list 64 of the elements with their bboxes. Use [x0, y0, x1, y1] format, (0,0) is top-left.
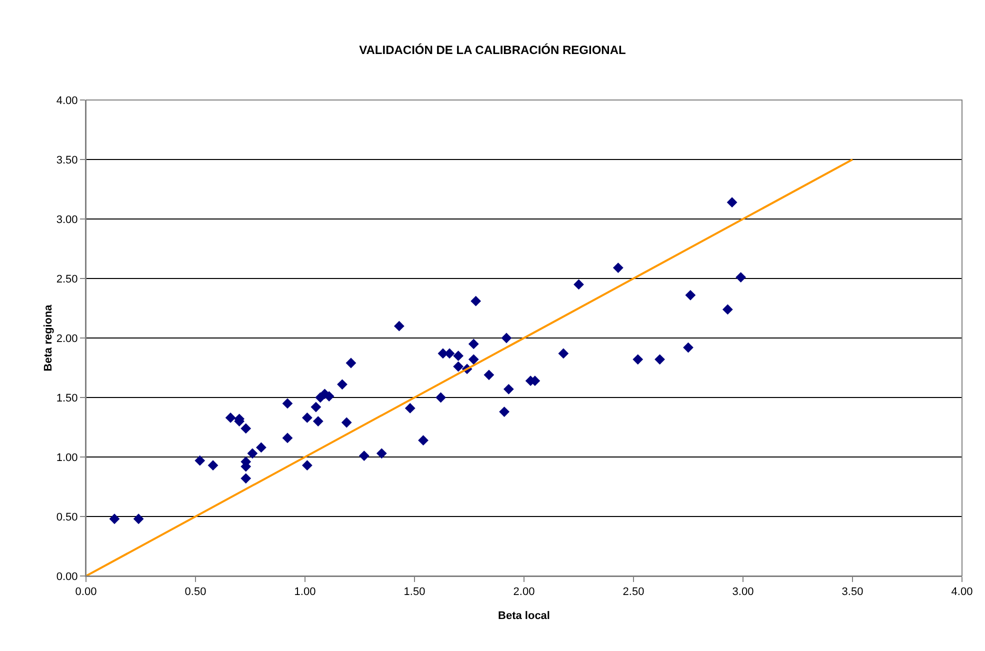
point: [346, 358, 356, 368]
y-axis-title: Beta regiona: [42, 304, 54, 372]
x-tick-label: 3.00: [732, 586, 754, 598]
point: [612, 262, 624, 273]
y-tick-label: 3.00: [56, 214, 78, 226]
point: [302, 460, 312, 471]
point: [484, 370, 494, 380]
y-tick-label: 4.00: [56, 94, 78, 107]
point: [282, 398, 293, 409]
y-tick-label: 2.50: [56, 273, 78, 286]
point: [468, 338, 479, 350]
x-tick-label: 3.50: [842, 586, 864, 598]
x-tick-label: 0.00: [75, 586, 97, 598]
point: [247, 448, 258, 459]
point: [312, 416, 324, 426]
point: [632, 354, 644, 365]
x-tick-label: 1.00: [294, 586, 316, 598]
point: [503, 384, 514, 394]
point: [654, 354, 665, 365]
point: [394, 320, 404, 332]
y-tick-label: 2.00: [56, 332, 78, 345]
y-tick-label: 0.50: [56, 511, 78, 524]
y-tick-label: 1.50: [56, 392, 78, 404]
point: [240, 423, 252, 434]
point: [736, 272, 746, 283]
point: [470, 296, 482, 306]
point: [302, 412, 312, 423]
point: [194, 455, 206, 466]
point: [404, 403, 416, 414]
x-tick-label: 1.50: [404, 586, 426, 598]
point: [358, 450, 370, 462]
point: [722, 304, 733, 315]
point: [436, 392, 446, 403]
point: [310, 402, 322, 412]
y-tick-label: 1.00: [56, 452, 78, 464]
x-tick-label: 2.50: [622, 586, 644, 598]
point: [499, 406, 510, 417]
point: [225, 412, 236, 423]
point: [256, 442, 266, 453]
point: [683, 342, 694, 353]
point: [376, 448, 387, 459]
point: [726, 197, 738, 208]
point: [558, 348, 569, 359]
point: [337, 379, 348, 390]
point: [282, 432, 293, 444]
point: [468, 354, 479, 365]
chart-title: VALIDACIÓN DE LA CALIBRACIÓN REGIONAL: [359, 42, 626, 57]
point: [574, 279, 584, 290]
y-tick-label: 3.50: [56, 154, 78, 166]
point: [685, 290, 696, 300]
point: [453, 361, 464, 372]
point: [418, 435, 428, 446]
x-tick-label: 4.00: [951, 586, 973, 598]
point: [341, 417, 352, 428]
point: [501, 332, 512, 344]
point: [109, 514, 120, 524]
x-tick-label: 2.00: [513, 586, 535, 598]
point: [240, 473, 252, 484]
x-axis-title: Beta local: [498, 610, 550, 622]
point: [133, 514, 144, 524]
x-tick-label: 0.50: [184, 586, 206, 598]
point: [453, 350, 464, 362]
point: [208, 460, 218, 471]
y-tick-label: 0.00: [56, 570, 78, 583]
